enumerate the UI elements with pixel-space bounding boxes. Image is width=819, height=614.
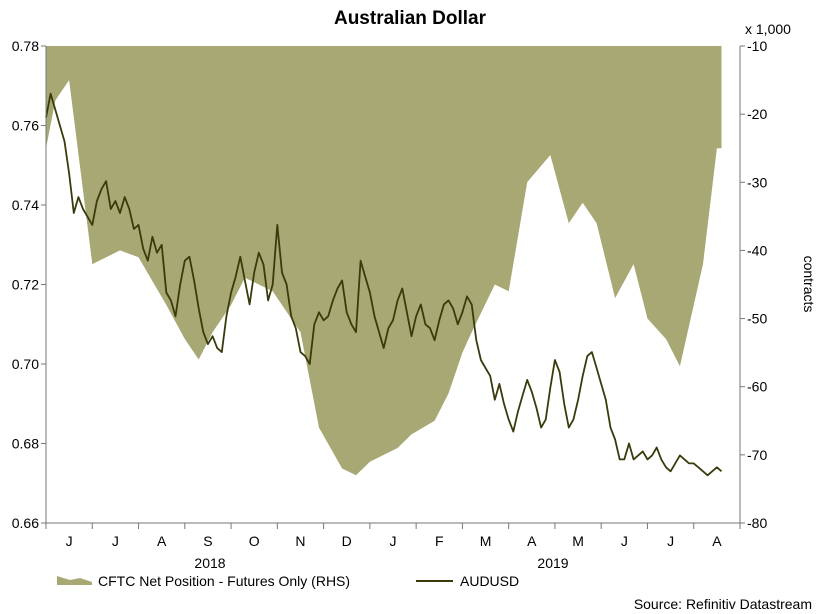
year-label-2018: 2018: [194, 555, 225, 571]
legend-area-swatch: [57, 576, 92, 585]
legend: CFTC Net Position - Futures Only (RHS) A…: [57, 573, 519, 589]
x-tick-label: O: [249, 533, 260, 549]
right-tick-label: -70: [747, 447, 767, 463]
chart-title: Australian Dollar: [334, 8, 487, 29]
x-tick-label: S: [203, 533, 212, 549]
cftc-area-layer: [46, 46, 722, 476]
x-tick-label: J: [66, 533, 73, 549]
left-tick-label: 0.66: [12, 515, 39, 531]
right-axis-unit: x 1,000: [745, 21, 791, 37]
source-note: Source: Refinitiv Datastream: [634, 596, 812, 612]
right-tick-label: -50: [747, 311, 767, 327]
cftc-net-position-area: [46, 46, 722, 476]
left-tick-label: 0.74: [12, 197, 39, 213]
right-tick-label: -20: [747, 106, 767, 122]
right-axis: -80 -70 -60 -50 -40 -30 -20 -10: [740, 38, 767, 531]
left-tick-label: 0.72: [12, 277, 39, 293]
right-tick-label: -60: [747, 379, 767, 395]
x-tick-label: M: [572, 533, 584, 549]
x-tick-label: J: [621, 533, 628, 549]
legend-area-label: CFTC Net Position - Futures Only (RHS): [98, 573, 350, 589]
left-tick-label: 0.76: [12, 118, 39, 134]
right-tick-label: -30: [747, 174, 767, 190]
left-tick-label: 0.68: [12, 436, 39, 452]
left-axis: 0.66 0.68 0.70 0.72 0.74 0.76 0.78: [12, 38, 46, 531]
x-tick-label: A: [712, 533, 722, 549]
year-label-2019: 2019: [537, 555, 568, 571]
x-tick-label: M: [480, 533, 492, 549]
x-tick-label: D: [342, 533, 352, 549]
right-tick-label: -10: [747, 38, 767, 54]
x-tick-label: A: [157, 533, 167, 549]
right-axis-label: contracts: [801, 256, 817, 313]
x-tick-label: J: [667, 533, 674, 549]
legend-line-label: AUDUSD: [460, 573, 519, 589]
x-tick-label: J: [112, 533, 119, 549]
x-tick-label: A: [527, 533, 537, 549]
x-tick-label: J: [390, 533, 397, 549]
x-tick-label: F: [435, 533, 444, 549]
x-tick-label: N: [295, 533, 305, 549]
audusd-line-layer: [45, 92, 723, 477]
right-tick-label: -80: [747, 515, 767, 531]
left-tick-label: 0.70: [12, 356, 39, 372]
left-tick-label: 0.78: [12, 38, 39, 54]
audusd-line: [45, 92, 723, 477]
right-tick-label: -40: [747, 242, 767, 258]
